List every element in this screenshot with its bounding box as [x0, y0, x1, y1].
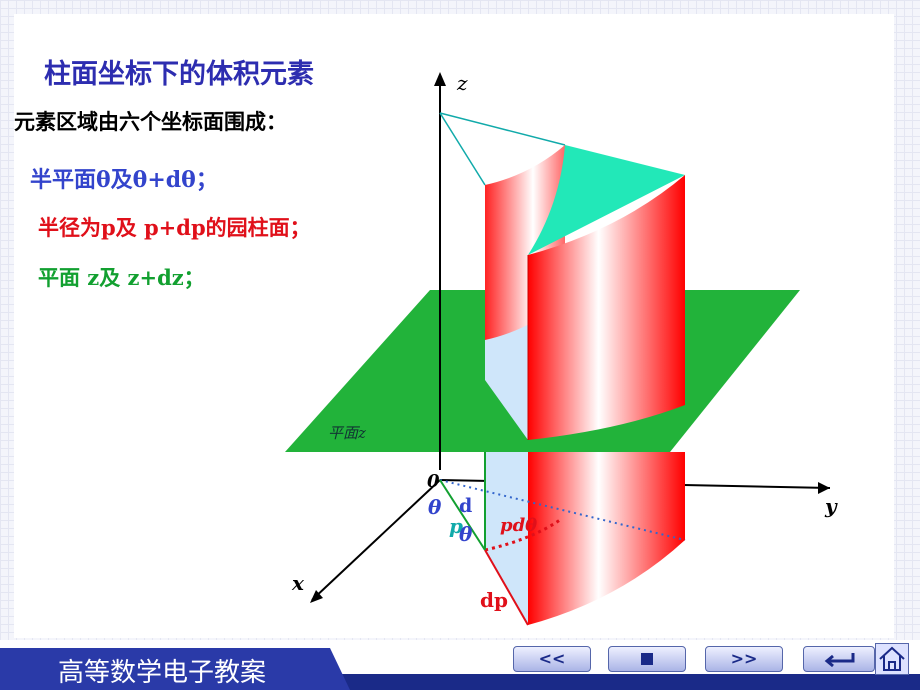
d-label: d	[459, 495, 472, 517]
edge	[484, 549, 529, 626]
top-face	[528, 145, 685, 255]
edge	[439, 112, 486, 186]
axis-label: z	[456, 71, 468, 95]
p-label: p	[449, 514, 463, 538]
footer-title: 高等数学电子教案	[58, 658, 267, 688]
arrow	[310, 590, 323, 603]
plane-label: 平面z	[328, 424, 366, 442]
stop-button[interactable]	[608, 646, 686, 672]
arc-label: pdθ	[500, 515, 537, 536]
slide-title: 柱面坐标下的体积元素	[44, 59, 314, 90]
item: 平面 z及 z+dz；	[38, 265, 205, 290]
prev-button[interactable]: <<	[513, 646, 591, 672]
item: 半平面θ及θ+dθ；	[30, 167, 218, 193]
return-button[interactable]	[803, 646, 875, 672]
footer-tab	[0, 648, 350, 690]
cylinder-surface	[528, 452, 685, 625]
dotted-line	[439, 479, 686, 541]
axis-label: y	[824, 494, 838, 518]
origin-label: 0	[427, 471, 440, 492]
radial-label: dp	[480, 588, 508, 612]
side-face	[485, 452, 528, 625]
footer-bar	[0, 648, 920, 690]
angle-label: θ	[459, 522, 473, 546]
edge	[439, 112, 566, 146]
arrow	[818, 482, 830, 494]
angle-label: θ	[428, 495, 442, 519]
dotted-arc	[484, 518, 561, 552]
item: 半径为p及 p+dp的园柱面；	[38, 215, 311, 240]
arrow	[434, 72, 446, 86]
x-axis	[311, 479, 441, 601]
axis-label: x	[291, 571, 305, 595]
radius-line	[439, 479, 486, 551]
cylinder-surface	[528, 175, 685, 440]
intro: 元素区域由六个坐标面围成：	[14, 109, 287, 134]
next-button[interactable]: >>	[705, 646, 783, 672]
home-button[interactable]	[875, 643, 909, 675]
cylinder-diagram: z y x 0 平面z θ d p θ pdθ dp	[285, 71, 838, 626]
